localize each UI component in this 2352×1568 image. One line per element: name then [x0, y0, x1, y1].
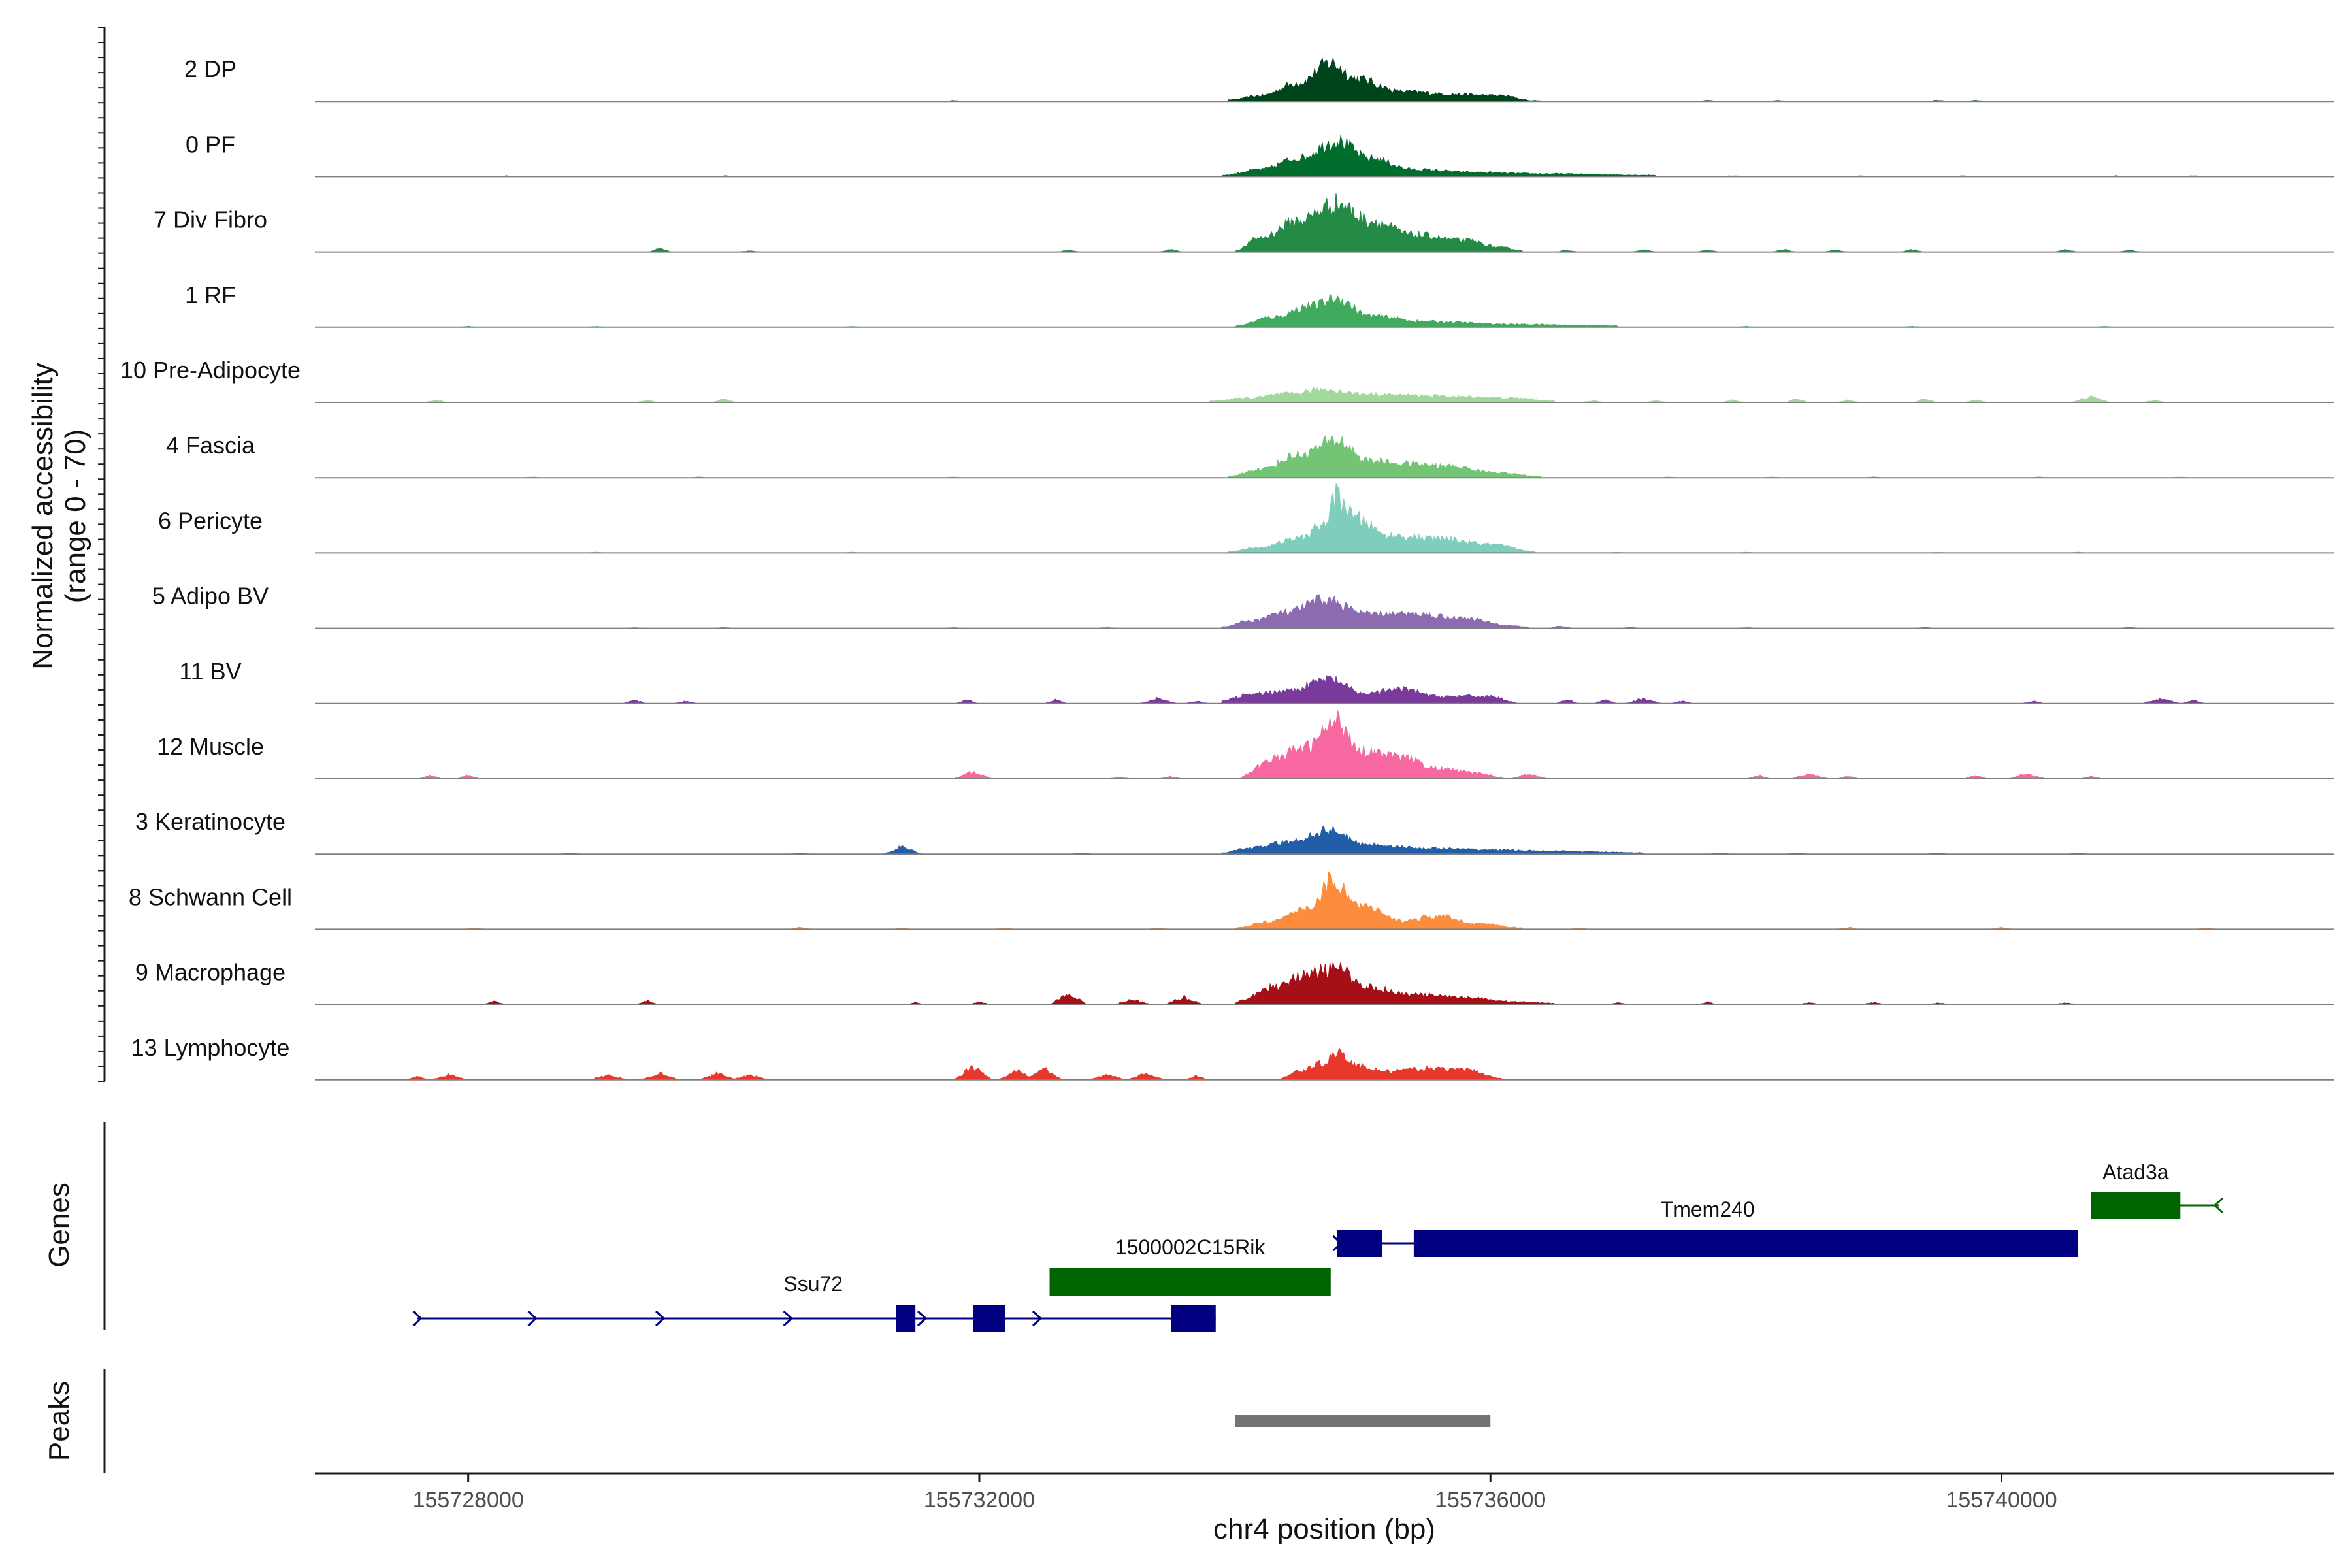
track-label: 8 Schwann Cell — [129, 883, 292, 910]
coverage-area — [315, 482, 2334, 553]
strand-arrow — [1032, 1310, 1043, 1327]
gene-label: 1500002C15Rik — [1115, 1235, 1266, 1259]
gene-ssu72: Ssu72 — [412, 1272, 1216, 1332]
gene-atad3a: Atad3a — [2091, 1160, 2224, 1219]
track-label: 3 Keratinocyte — [135, 808, 286, 835]
coverage-area — [315, 193, 2334, 253]
coverage-area — [315, 135, 2334, 177]
track-label: 0 PF — [186, 131, 235, 157]
x-axis-title: chr4 position (bp) — [1213, 1513, 1435, 1545]
coverage-area — [315, 435, 2334, 478]
strand-arrow — [2213, 1197, 2224, 1214]
x-tick-label: 155740000 — [1946, 1488, 2057, 1512]
track-label: 10 Pre-Adipocyte — [120, 357, 301, 384]
genes-panel: Genes Ssu72 1500002C15Rik Tmem240 Atad3a — [43, 1122, 2224, 1332]
peak-region-bar — [1235, 1415, 1491, 1427]
track-label: 13 Lymphocyte — [131, 1034, 290, 1061]
y-axis-title: Normalized accessibility (range 0 - 70) — [27, 363, 91, 669]
track-label: 4 Fascia — [166, 432, 255, 459]
gene-exon — [2091, 1192, 2181, 1219]
gene-exon — [896, 1305, 916, 1332]
x-tick-label: 155728000 — [413, 1488, 524, 1512]
track-label: 12 Muscle — [157, 733, 264, 760]
coverage-area — [315, 709, 2334, 779]
track-9-macrophage: 9 Macrophage — [135, 959, 2334, 1005]
track-12-muscle: 12 Muscle — [157, 709, 2334, 779]
coverage-area — [315, 386, 2334, 403]
track-6-pericyte: 6 Pericyte — [158, 482, 2334, 554]
gene-label: Atad3a — [2102, 1160, 2169, 1184]
track-1-rf: 1 RF — [185, 282, 2334, 328]
track-label: 11 BV — [179, 658, 241, 685]
coverage-area — [315, 675, 2334, 704]
gene-exon — [1413, 1230, 2078, 1257]
track-label: 9 Macrophage — [135, 959, 286, 986]
strand-arrow — [655, 1310, 666, 1327]
coverage-area — [315, 825, 2334, 855]
track-label: 1 RF — [185, 282, 236, 308]
strand-arrow — [412, 1310, 423, 1327]
track-11-bv: 11 BV — [179, 658, 2334, 704]
track-13-lymphocyte: 13 Lymphocyte — [131, 1034, 2334, 1081]
x-tick-label: 155736000 — [1435, 1488, 1546, 1512]
strand-arrow — [783, 1310, 793, 1327]
gene-exon — [1171, 1305, 1216, 1332]
gene-label: Ssu72 — [783, 1272, 843, 1296]
track-5-adipo-bv: 5 Adipo BV — [152, 583, 2334, 629]
coverage-area — [315, 1047, 2334, 1081]
track-8-schwann-cell: 8 Schwann Cell — [129, 872, 2334, 930]
gene-exon — [1049, 1268, 1331, 1296]
strand-arrow — [527, 1310, 538, 1327]
coverage-area — [315, 293, 2334, 328]
strand-arrow — [917, 1310, 928, 1327]
track-10-pre-adipocyte: 10 Pre-Adipocyte — [120, 357, 2334, 403]
coverage-area — [315, 594, 2334, 629]
coverage-area — [315, 57, 2334, 102]
track-label: 7 Div Fibro — [154, 206, 267, 233]
coverage-area — [315, 872, 2334, 930]
x-tick-label: 155732000 — [924, 1488, 1035, 1512]
track-4-fascia: 4 Fascia — [166, 432, 2334, 479]
gene-1500002c15rik: 1500002C15Rik — [1049, 1235, 1331, 1296]
gene-tmem240: Tmem240 — [1332, 1198, 2078, 1257]
strand-arrow — [1332, 1235, 1343, 1252]
y-axis-title-line2: (range 0 - 70) — [59, 429, 91, 604]
y-axis-title-line1: Normalized accessibility — [27, 363, 59, 669]
x-axis: chr4 position (bp) 155728000 155732000 155… — [315, 1472, 2334, 1545]
track-label: 2 DP — [184, 56, 237, 82]
accessibility-tracks: 2 DP 0 PF 7 Div Fibro 1 RF 10 Pre-Adipocyte 4… — [98, 27, 2334, 1082]
track-2-dp: 2 DP — [184, 56, 2334, 103]
track-0-pf: 0 PF — [186, 131, 2334, 178]
gene-exon — [1337, 1230, 1382, 1257]
gene-exon — [973, 1305, 1005, 1332]
peaks-panel: Peaks — [43, 1369, 1491, 1473]
peaks-panel-label: Peaks — [43, 1381, 75, 1461]
track-label: 5 Adipo BV — [152, 583, 269, 610]
track-7-div-fibro: 7 Div Fibro — [154, 193, 2334, 253]
track-3-keratinocyte: 3 Keratinocyte — [135, 808, 2334, 855]
gene-label: Tmem240 — [1661, 1198, 1755, 1221]
track-label: 6 Pericyte — [158, 507, 263, 534]
genes-panel-label: Genes — [43, 1183, 75, 1267]
coverage-area — [315, 962, 2334, 1005]
